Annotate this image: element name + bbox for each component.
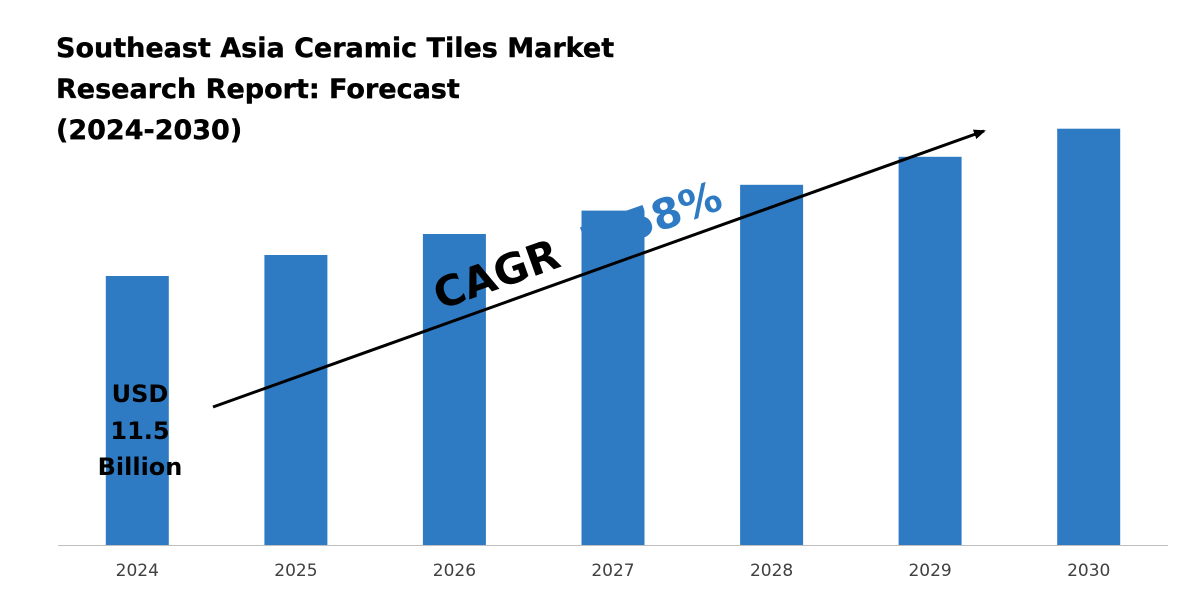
x-tick-label-2025: 2025 — [274, 561, 317, 581]
x-tick-label-2030: 2030 — [1067, 561, 1110, 581]
bar-2029 — [898, 156, 962, 546]
bar-2027 — [581, 210, 645, 545]
x-tick-label-2027: 2027 — [591, 561, 634, 581]
bar-2024 — [105, 276, 169, 545]
bars-group — [105, 128, 1121, 546]
cagr-value: 7.58% — [574, 171, 728, 266]
bar-2030 — [1057, 128, 1121, 545]
chart-title-line-3: (2024-2030) — [56, 115, 242, 146]
x-tick-label-2026: 2026 — [433, 561, 476, 581]
chart-title-line-1: Southeast Asia Ceramic Tiles Market — [56, 33, 614, 64]
bar-2028 — [740, 184, 804, 546]
x-tick-labels: 2024 2025 2026 2027 2028 2029 2030 — [116, 561, 1111, 581]
chart-title-line-2: Research Report: Forecast — [56, 74, 460, 105]
x-tick-label-2024: 2024 — [116, 561, 159, 581]
start-value-label-line-3: Billion — [98, 453, 183, 481]
start-value-label-line-2: 11.5 — [110, 417, 169, 445]
x-tick-label-2028: 2028 — [750, 561, 793, 581]
bar-2025 — [264, 255, 328, 545]
x-tick-label-2029: 2029 — [908, 561, 951, 581]
bar-2026 — [422, 234, 486, 545]
start-value-label-line-1: USD — [112, 380, 169, 408]
trend-arrow — [212, 129, 986, 409]
